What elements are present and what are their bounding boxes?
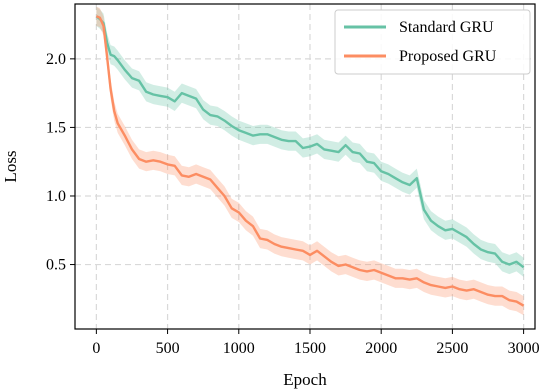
- y-tick-label: 1.0: [46, 188, 66, 205]
- legend-label-proposed-gru: Proposed GRU: [399, 48, 497, 65]
- legend: Standard GRU Proposed GRU: [334, 9, 531, 75]
- y-tick-label: 0.5: [46, 257, 66, 274]
- y-tick-label: 1.5: [46, 119, 66, 136]
- x-tick-label: 500: [156, 340, 180, 357]
- x-tick-label: 1500: [294, 340, 326, 357]
- x-tick-label: 1000: [223, 340, 255, 357]
- y-axis-label: Loss: [1, 150, 20, 182]
- series-lines: [95, 15, 525, 307]
- plot-frame: [74, 3, 536, 330]
- band-standard-gru: [96, 6, 524, 277]
- y-axis-ticks: 0.5 1.0 1.5 2.0: [46, 51, 75, 274]
- x-tick-label: 3000: [508, 340, 540, 357]
- line-standard-gru: [95, 15, 525, 269]
- x-tick-label: 0: [92, 340, 100, 357]
- legend-label-standard-gru: Standard GRU: [399, 19, 494, 36]
- x-tick-label: 2500: [436, 340, 468, 357]
- x-axis-ticks: 0 500 1000 1500 2000 2500 3000: [92, 329, 540, 357]
- x-axis-label: Epoch: [283, 370, 327, 389]
- x-tick-label: 2000: [365, 340, 397, 357]
- y-tick-label: 2.0: [46, 51, 66, 68]
- line-proposed-gru: [95, 15, 525, 307]
